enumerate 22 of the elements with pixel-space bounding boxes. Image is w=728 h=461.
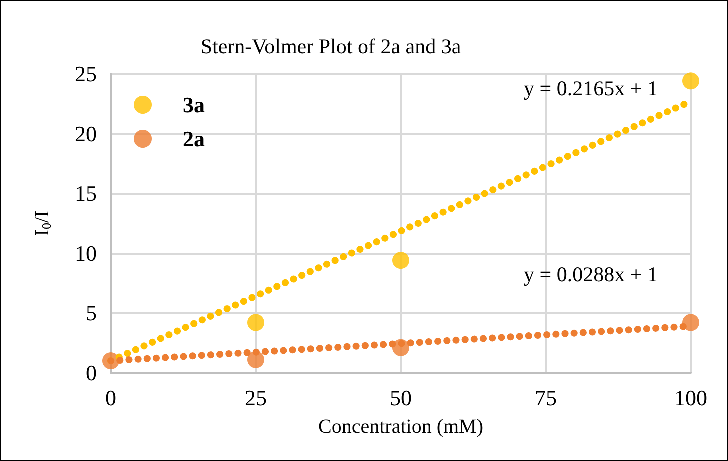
y-tick-label: 5	[86, 300, 97, 326]
x-tick-label: 100	[674, 386, 708, 410]
y-axis-title: I0/I	[32, 210, 54, 236]
y-tick-label: 10	[75, 240, 97, 266]
chart-title: Stern-Volmer Plot of 2a and 3a	[200, 34, 462, 58]
x-axis-title: Concentration (mM)	[318, 416, 484, 438]
annotation: y = 0.0288x + 1	[524, 262, 658, 286]
y-tick-label: 15	[75, 181, 97, 206]
y-tick-label: 20	[75, 121, 97, 146]
x-tick-label: 25	[245, 386, 267, 410]
point	[248, 314, 264, 332]
point	[682, 314, 700, 332]
legend-label: 3a	[183, 92, 205, 118]
annotation: y = 0.2165x + 1	[524, 76, 658, 101]
y-tick-label: 25	[75, 62, 97, 86]
point	[392, 252, 410, 270]
legend-label: 2a	[183, 126, 205, 152]
y-tick-label: 0	[86, 360, 97, 386]
x-tick-label: 50	[390, 386, 412, 410]
x-tick-label: 75	[535, 386, 557, 410]
x-tick-label: 0	[106, 386, 116, 410]
point	[682, 72, 700, 90]
